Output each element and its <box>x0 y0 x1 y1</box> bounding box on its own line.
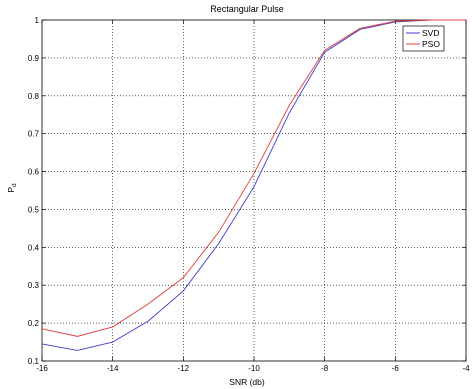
y-axis-label-subscript: d <box>11 183 18 187</box>
x-tick-label: -6 <box>392 364 400 373</box>
legend: SVD PSO <box>402 25 445 52</box>
x-tick-label: -16 <box>36 364 48 373</box>
y-axis-label-main: P <box>6 187 16 193</box>
legend-label-svd: SVD <box>422 28 439 38</box>
x-tick-label: -8 <box>321 364 329 373</box>
y-tick-label: 0.9 <box>28 54 40 63</box>
y-tick-label: 0.7 <box>28 130 40 139</box>
y-tick-label: 0.4 <box>28 243 40 252</box>
y-tick-label: 0.3 <box>28 281 40 290</box>
y-tick-label: 0.1 <box>28 357 40 366</box>
y-tick-label: 0.8 <box>28 92 40 101</box>
y-tick-label: 1 <box>35 16 40 25</box>
axis-ticks: -16 -14 -12 -10 -8 -6 -4 0.1 0.2 0.3 0.4 0.5 0.6 0.7 0… <box>28 16 470 373</box>
x-tick-label: -12 <box>178 364 190 373</box>
legend-label-pso: PSO <box>422 39 440 49</box>
y-tick-label: 0.6 <box>28 168 40 177</box>
chart-title: Rectangular Pulse <box>210 4 284 14</box>
y-tick-label: 0.2 <box>28 319 40 328</box>
series-line-pso <box>41 19 466 337</box>
x-tick-label: -14 <box>107 364 119 373</box>
y-axis-label: Pd <box>6 183 18 193</box>
x-tick-label: -4 <box>462 364 470 373</box>
x-tick-label: -10 <box>248 364 260 373</box>
series-lines <box>41 19 466 351</box>
x-axis-label: SNR (db) <box>229 377 265 387</box>
series-line-svd <box>41 19 466 351</box>
y-tick-label: 0.5 <box>28 205 40 214</box>
svg-text:Pd: Pd <box>6 183 18 193</box>
legend-box <box>402 25 445 52</box>
